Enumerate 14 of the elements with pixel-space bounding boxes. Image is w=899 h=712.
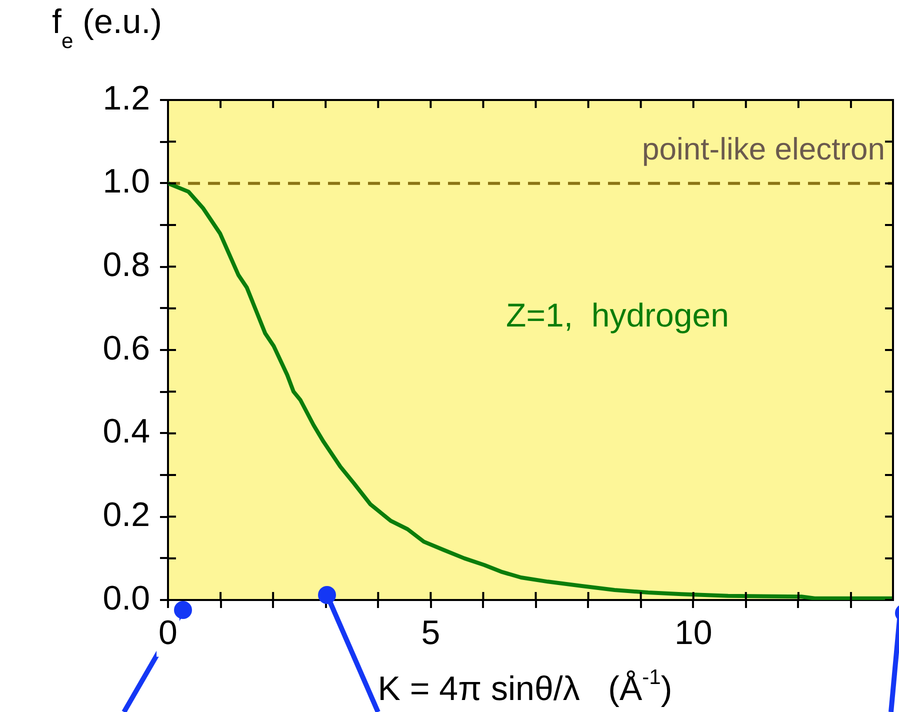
x-tick-label: 0 xyxy=(158,614,178,652)
y-tick-label: 0.8 xyxy=(102,246,150,284)
x-tick-label: 5 xyxy=(421,614,440,652)
y-tick-label: 1.2 xyxy=(102,79,150,118)
y-tick-label: 0.0 xyxy=(102,579,150,618)
text: Z=1, hydrogen xyxy=(506,296,729,334)
x-axis-title: K = 4π sinθ/λ (Å$^{-1}$) xyxy=(378,666,672,708)
y-axis-title: f$_{e}$ (e.u.) xyxy=(52,3,162,53)
y-tick-label: 1.0 xyxy=(102,162,150,201)
ref-line-label: point-like electron xyxy=(642,131,885,166)
y-tick-label: 0.2 xyxy=(102,496,150,534)
y-tick-label: 0.6 xyxy=(102,329,150,368)
x-tick-label: 10 xyxy=(674,614,712,652)
y-tick-label: 0.4 xyxy=(102,412,150,451)
